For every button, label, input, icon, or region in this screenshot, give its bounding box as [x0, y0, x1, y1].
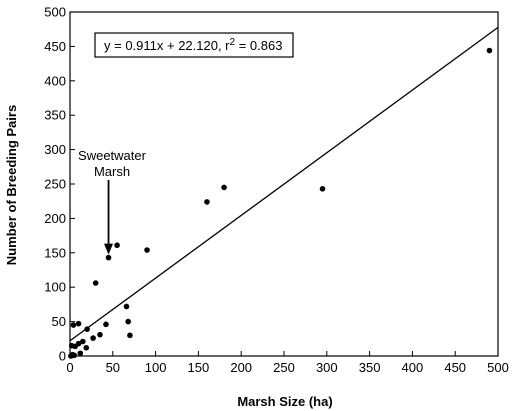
y-axis-label: Number of Breeding Pairs [4, 105, 19, 265]
y-tick-label: 200 [44, 211, 66, 226]
data-point [103, 321, 109, 328]
data-point [92, 280, 99, 286]
data-point [105, 254, 112, 261]
x-tick-label: 500 [487, 360, 509, 375]
data-point [71, 352, 78, 359]
data-point [75, 320, 82, 327]
equation-box: y = 0.911x + 22.120, r2 = 0.863 [94, 32, 294, 58]
data-point [70, 322, 77, 328]
y-tick-label: 350 [44, 108, 66, 123]
x-tick-label: 450 [444, 360, 466, 375]
data-point [123, 303, 130, 310]
x-tick-label: 300 [316, 360, 338, 375]
data-point [114, 242, 120, 249]
equation-suffix: = 0.863 [235, 38, 282, 53]
x-tick-label: 0 [66, 360, 73, 375]
x-axis-label: Marsh Size (ha) [237, 394, 332, 409]
data-points [68, 47, 493, 359]
data-point [486, 47, 493, 54]
data-point [204, 199, 210, 205]
y-tick-label: 450 [44, 39, 66, 54]
data-point [75, 340, 82, 347]
y-tick-label: 500 [44, 5, 66, 20]
x-tick-label: 400 [402, 360, 424, 375]
data-point [319, 186, 326, 192]
data-point [84, 326, 90, 332]
x-tick-label: 100 [145, 360, 167, 375]
y-tick-label: 50 [52, 314, 66, 329]
annotation-line1: Sweetwater [78, 148, 147, 163]
equation-superscript: 2 [230, 37, 236, 48]
regression-line [69, 26, 499, 342]
data-point [83, 344, 90, 351]
data-point [77, 350, 84, 357]
y-tick-label: 300 [44, 142, 66, 157]
data-point [90, 335, 96, 341]
y-tick-label: 150 [44, 245, 66, 260]
y-tick-label: 250 [44, 177, 66, 192]
x-tick-label: 250 [273, 360, 295, 375]
x-tick-label: 200 [230, 360, 252, 375]
data-point [125, 318, 132, 325]
x-tick-label: 350 [359, 360, 381, 375]
equation-text: y = 0.911x + 22.120, r2 = 0.863 [104, 37, 282, 53]
y-tick-label: 0 [59, 349, 66, 364]
annotation-arrow-head [104, 243, 114, 255]
sweetwater-annotation: Sweetwater Marsh [78, 148, 147, 255]
regression-layer [69, 26, 499, 342]
y-tick-label: 100 [44, 280, 66, 295]
axis-ticks: 0 50 100 150 200 250 300 350 400 450 500 0 50 100 150 2… [44, 5, 509, 376]
data-point [127, 332, 133, 339]
data-point [97, 331, 103, 338]
annotation-line2: Marsh [94, 164, 130, 179]
y-tick-label: 400 [44, 73, 66, 88]
data-point [221, 184, 227, 191]
data-point [144, 247, 150, 253]
equation-box-frame [94, 32, 294, 58]
x-tick-label: 150 [188, 360, 210, 375]
equation-prefix: y = 0.911x + 22.120, r [104, 38, 230, 53]
data-point [80, 338, 86, 345]
x-tick-label: 50 [106, 360, 120, 375]
